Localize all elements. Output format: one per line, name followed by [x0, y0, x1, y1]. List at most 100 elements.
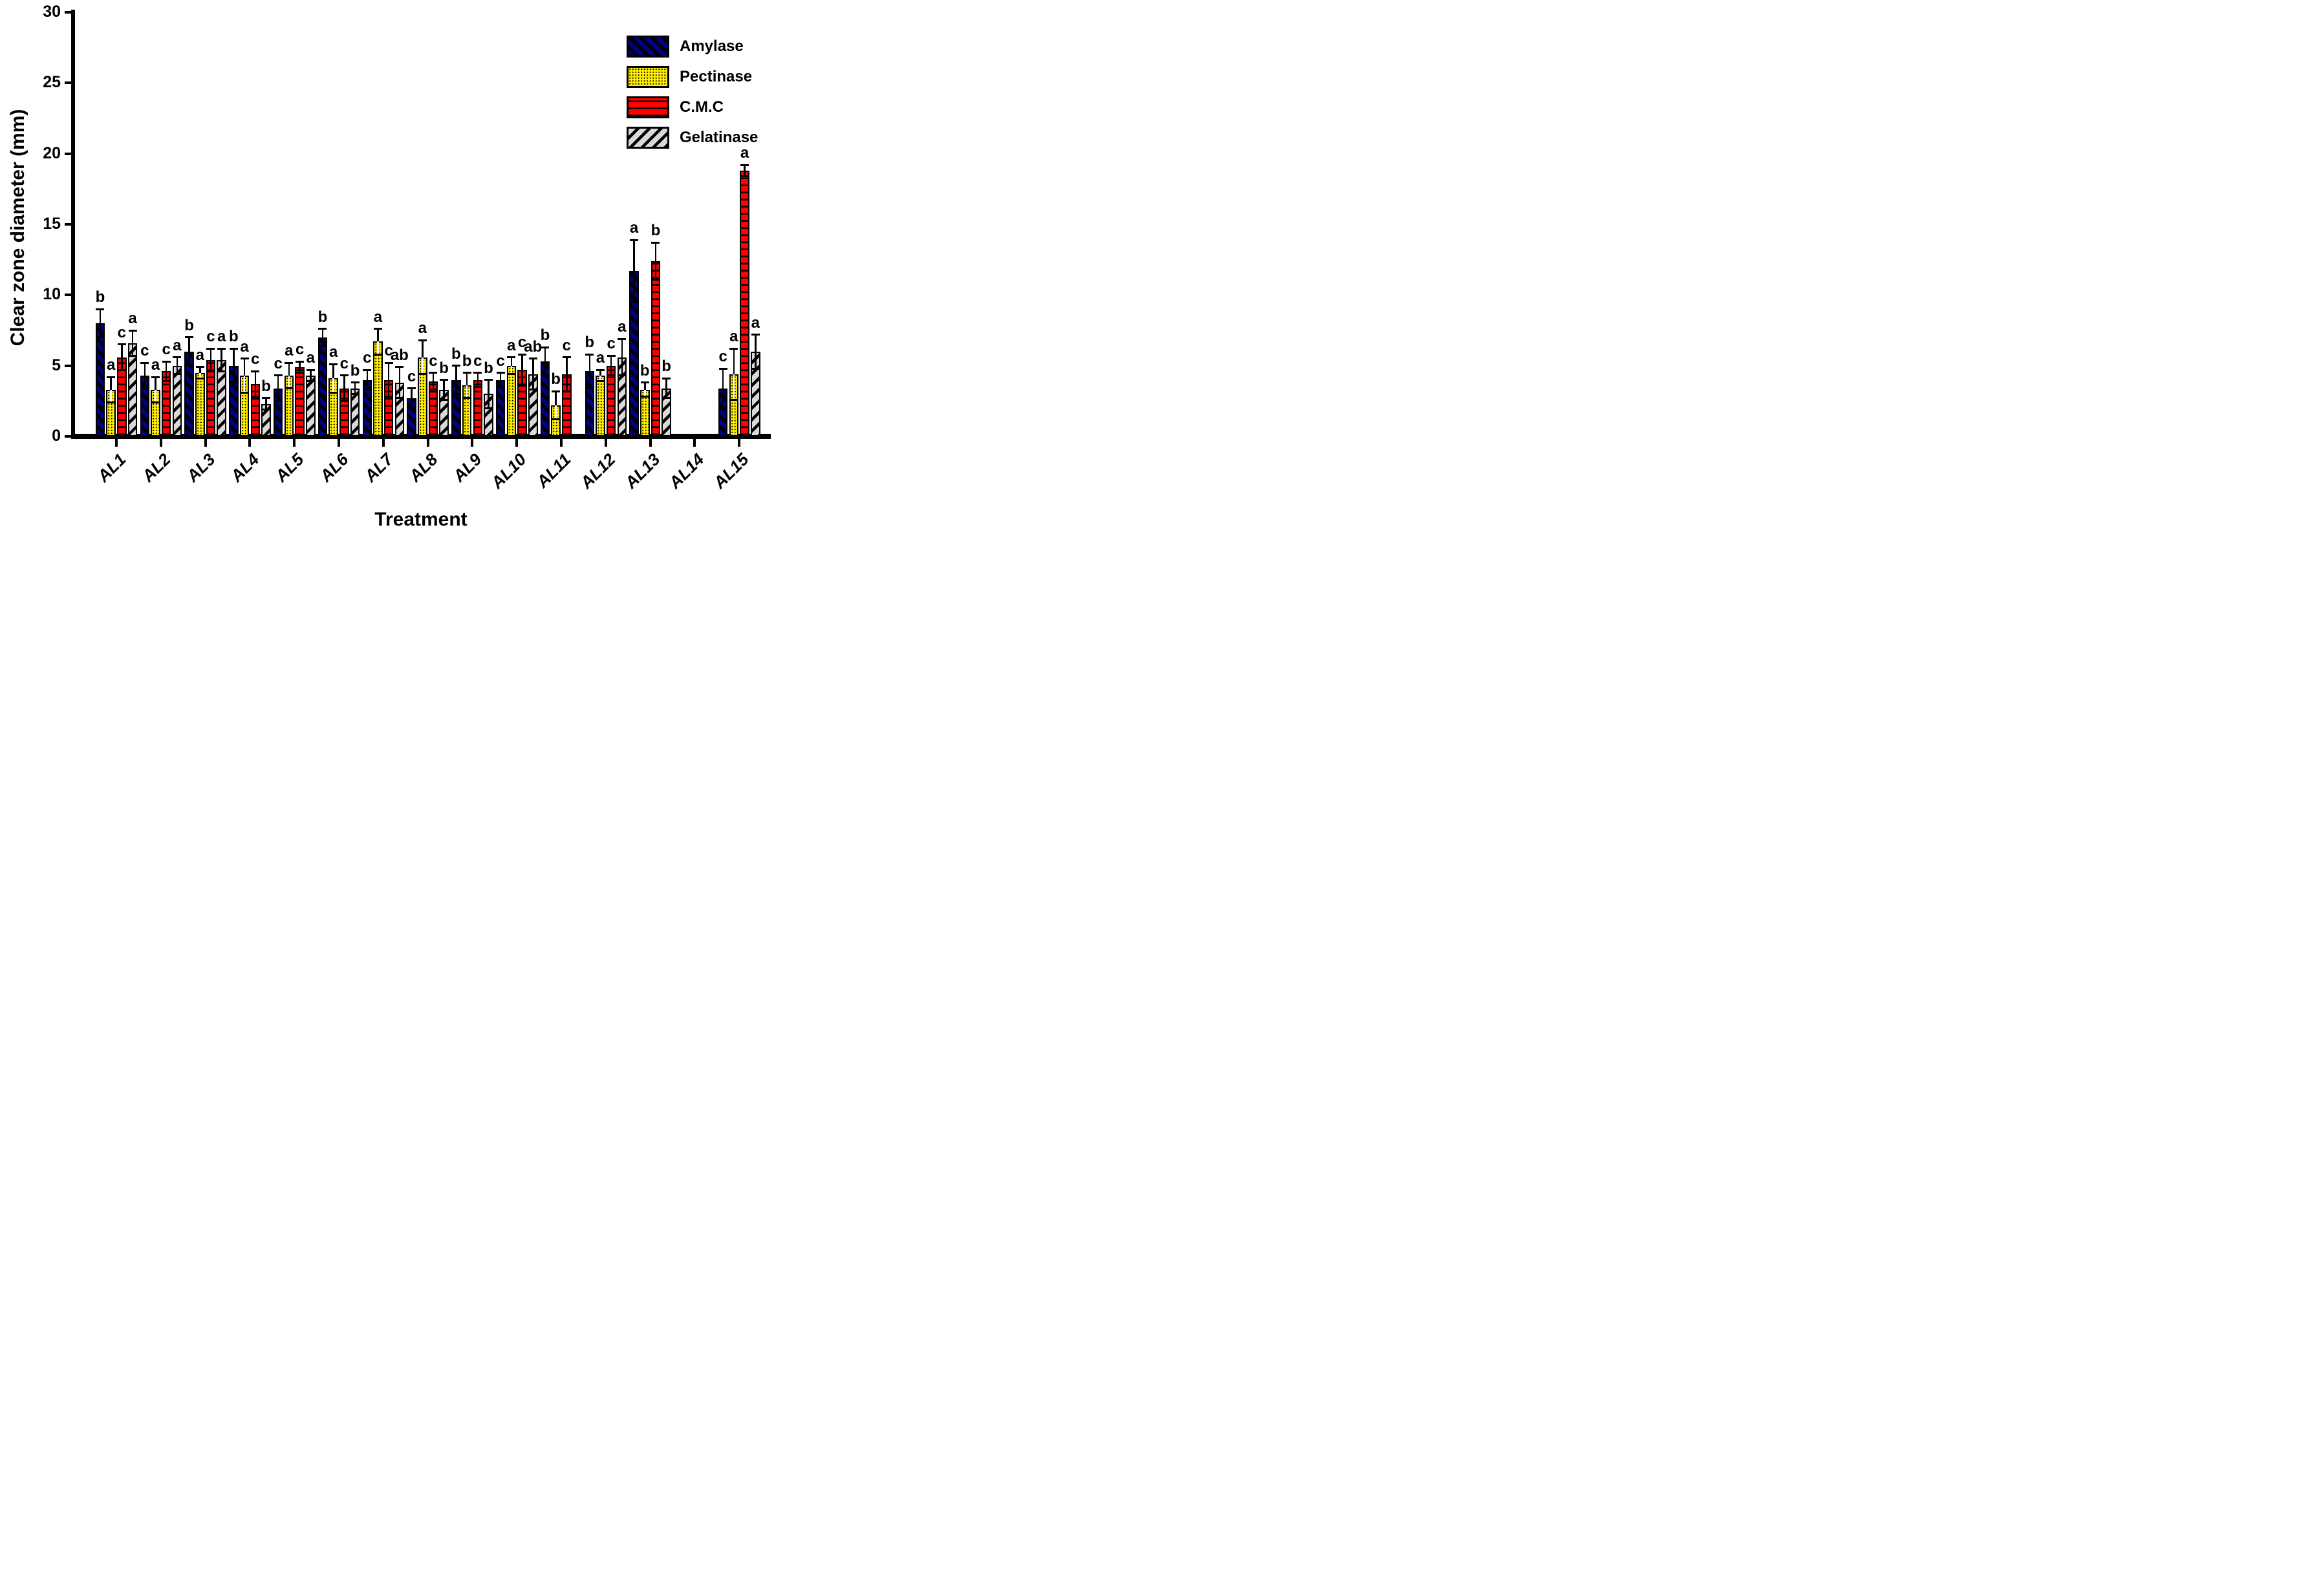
- significance-letter: b: [662, 358, 671, 376]
- error-bar-lower: [722, 388, 724, 409]
- bar-amylase-al11: [540, 361, 550, 436]
- significance-letter: ab: [390, 346, 409, 364]
- error-cap-upper: [185, 336, 194, 339]
- y-tick-label: 25: [43, 73, 61, 92]
- bar-pectinase-al7: [373, 341, 383, 436]
- error-cap-lower: [718, 407, 727, 409]
- error-bar-upper: [633, 240, 635, 272]
- error-bar-lower: [387, 379, 390, 397]
- error-cap-upper: [507, 356, 516, 359]
- legend-swatch-pectinase-icon: [627, 65, 669, 88]
- error-cap-upper: [562, 356, 571, 359]
- x-tick: [560, 439, 563, 447]
- legend-label: Gelatinase: [680, 128, 759, 146]
- error-cap-lower: [662, 397, 671, 400]
- error-bar-upper: [521, 354, 523, 370]
- legend-item: C.M.C: [627, 92, 758, 122]
- significance-letter: c: [206, 328, 215, 346]
- x-tick: [604, 439, 607, 447]
- x-tick: [204, 439, 207, 447]
- error-cap-upper: [296, 360, 305, 363]
- error-cap-lower: [240, 391, 249, 394]
- significance-letter: c: [562, 336, 572, 354]
- x-tick: [515, 439, 519, 447]
- error-bar-lower: [277, 388, 279, 401]
- error-bar-lower: [755, 351, 757, 369]
- error-cap-lower: [484, 407, 493, 409]
- significance-letter: a: [106, 356, 116, 374]
- error-cap-lower: [518, 384, 527, 387]
- legend-swatch-amylase-icon: [627, 35, 669, 58]
- y-tick-label: 0: [52, 427, 61, 445]
- error-cap-upper: [596, 368, 605, 371]
- error-bar-upper: [621, 339, 623, 358]
- error-bar-lower: [176, 365, 178, 374]
- bar-amylase-al7: [362, 379, 372, 436]
- error-bar-upper: [610, 356, 612, 366]
- significance-letter: c: [140, 342, 149, 360]
- error-bar-upper: [99, 309, 102, 324]
- error-cap-upper: [96, 308, 105, 310]
- bar-gelatinase-al13: [662, 388, 671, 436]
- error-bar-upper: [477, 372, 479, 380]
- bar-amylase-al13: [629, 271, 639, 436]
- error-cap-lower: [261, 408, 270, 411]
- error-cap-upper: [318, 328, 327, 330]
- error-bar-lower: [398, 382, 401, 398]
- bar-gelatinase-al5: [306, 375, 316, 436]
- error-bar-lower: [411, 398, 413, 409]
- significance-letter: a: [740, 144, 749, 162]
- error-cap-upper: [552, 390, 561, 392]
- error-cap-upper: [418, 339, 427, 341]
- error-bar-upper: [432, 372, 435, 381]
- significance-letter: b: [451, 345, 461, 363]
- error-bar-upper: [310, 370, 312, 376]
- error-cap-lower: [339, 400, 349, 402]
- y-tick: [65, 81, 71, 85]
- error-cap-lower: [296, 372, 305, 374]
- y-tick: [65, 223, 71, 226]
- error-cap-upper: [484, 379, 493, 381]
- error-bar-lower: [332, 378, 334, 393]
- error-cap-lower: [640, 396, 649, 398]
- error-bar-lower: [233, 365, 235, 383]
- error-cap-upper: [206, 347, 215, 350]
- error-cap-upper: [740, 164, 749, 166]
- error-cap-upper: [384, 361, 393, 364]
- significance-letter: a: [328, 343, 338, 361]
- bar-gelatinase-al15: [751, 351, 760, 436]
- error-bar-upper: [299, 361, 301, 367]
- bar-gelatinase-al7: [394, 382, 405, 436]
- legend-item: Amylase: [627, 31, 758, 61]
- significance-letter: b: [462, 352, 472, 370]
- error-bar-lower: [243, 375, 246, 393]
- error-bar-upper: [466, 372, 468, 386]
- significance-letter: b: [261, 377, 271, 395]
- error-cap-upper: [363, 368, 372, 371]
- error-cap-lower: [407, 407, 416, 409]
- error-cap-lower: [507, 373, 516, 376]
- error-bar-upper: [654, 242, 657, 261]
- error-bar-lower: [321, 337, 324, 347]
- bar-c.m.c-al9: [473, 379, 482, 436]
- error-bar-upper: [499, 372, 502, 380]
- bar-chart-figure: 0 5 10 15 20 25 30 AL1 AL2 AL3 AL4 AL5 AL6 AL7 AL8 AL9…: [0, 0, 776, 530]
- error-bar-lower: [144, 375, 145, 389]
- error-cap-upper: [151, 376, 160, 378]
- error-bar-upper: [155, 377, 156, 390]
- error-cap-upper: [451, 365, 460, 367]
- significance-letter: a: [173, 336, 182, 354]
- error-bar-upper: [755, 334, 757, 352]
- x-tick: [649, 439, 652, 447]
- error-bar-lower: [422, 357, 424, 374]
- significance-letter: c: [295, 341, 305, 359]
- error-bar-upper: [288, 363, 290, 376]
- significance-letter: b: [350, 361, 360, 379]
- error-cap-lower: [206, 370, 215, 372]
- error-bar-upper: [210, 348, 212, 360]
- error-cap-upper: [373, 328, 382, 330]
- y-axis-title: Clear zone diameter (mm): [7, 109, 28, 347]
- significance-letter: b: [651, 222, 661, 240]
- significance-letter: c: [607, 335, 616, 353]
- significance-letter: a: [729, 328, 738, 346]
